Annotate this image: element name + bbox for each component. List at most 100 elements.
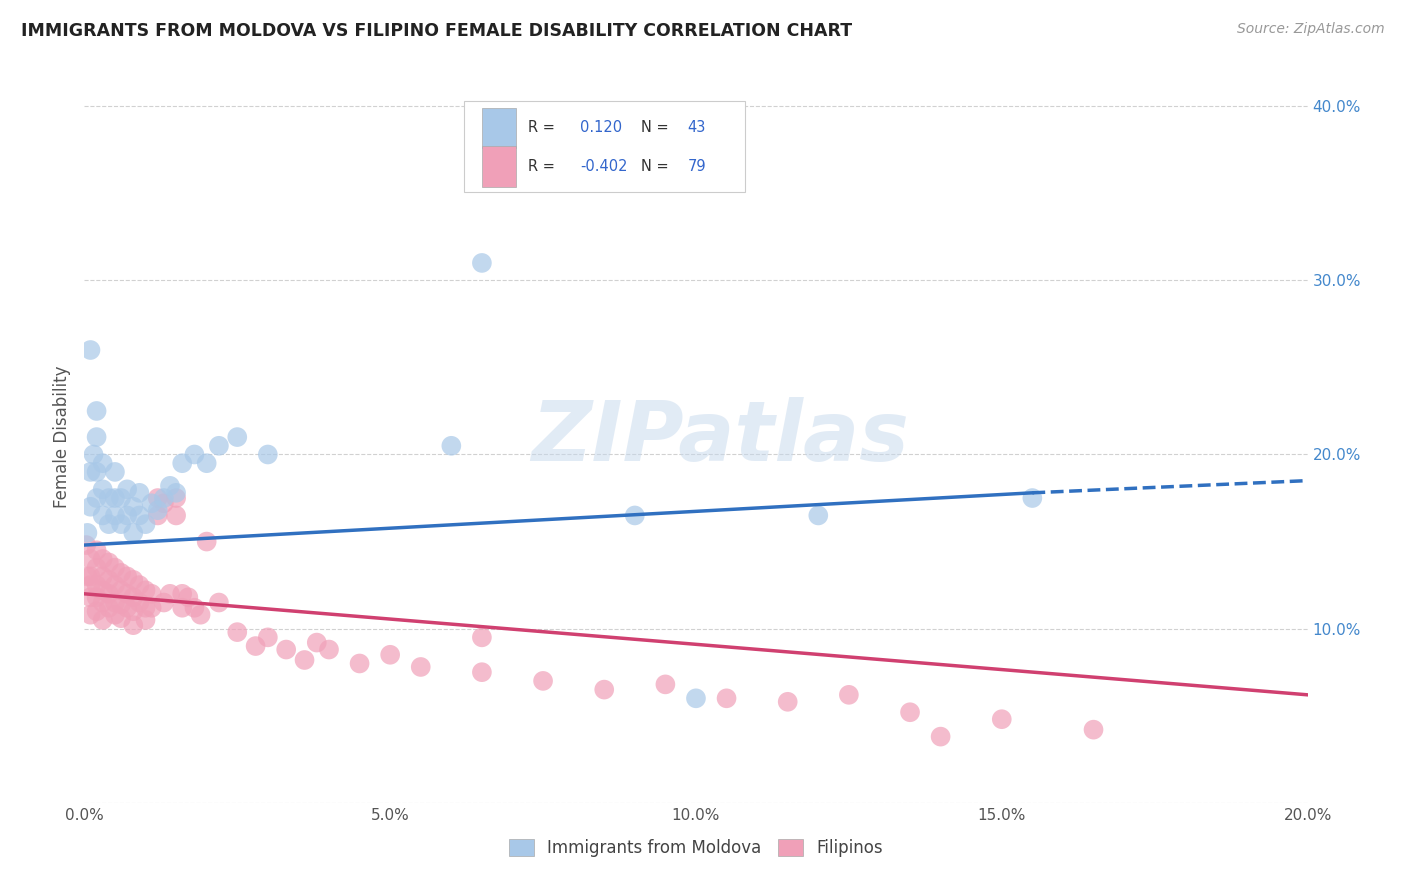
Text: IMMIGRANTS FROM MOLDOVA VS FILIPINO FEMALE DISABILITY CORRELATION CHART: IMMIGRANTS FROM MOLDOVA VS FILIPINO FEMA… bbox=[21, 22, 852, 40]
Point bbox=[991, 712, 1014, 726]
Point bbox=[97, 573, 120, 587]
Point bbox=[79, 343, 101, 357]
Point bbox=[97, 600, 120, 615]
Point bbox=[190, 607, 212, 622]
Point bbox=[440, 439, 463, 453]
Point bbox=[776, 695, 799, 709]
Point bbox=[79, 578, 101, 592]
Point bbox=[104, 560, 127, 574]
FancyBboxPatch shape bbox=[482, 108, 516, 148]
Point bbox=[79, 552, 101, 566]
Point bbox=[245, 639, 267, 653]
Point bbox=[79, 465, 101, 479]
Point bbox=[128, 508, 150, 523]
Point bbox=[91, 569, 114, 583]
Point bbox=[104, 595, 127, 609]
Point bbox=[91, 583, 114, 598]
Point bbox=[141, 600, 163, 615]
Point bbox=[86, 604, 108, 618]
Point bbox=[195, 534, 218, 549]
Point bbox=[110, 566, 132, 580]
Point bbox=[318, 642, 340, 657]
Point bbox=[115, 508, 138, 523]
Point bbox=[128, 485, 150, 500]
Point bbox=[898, 705, 921, 719]
Point bbox=[226, 430, 249, 444]
Point bbox=[76, 569, 98, 583]
Point bbox=[146, 508, 169, 523]
Point bbox=[104, 491, 127, 505]
Point bbox=[97, 491, 120, 505]
Point bbox=[172, 456, 194, 470]
Point bbox=[929, 730, 952, 744]
Point bbox=[122, 500, 145, 514]
Point bbox=[177, 591, 200, 605]
Point bbox=[159, 479, 181, 493]
Point bbox=[91, 456, 114, 470]
Point bbox=[349, 657, 371, 671]
Point bbox=[122, 573, 145, 587]
Text: R =: R = bbox=[529, 159, 555, 174]
Point bbox=[91, 595, 114, 609]
Text: 0.120: 0.120 bbox=[579, 120, 621, 136]
Point bbox=[122, 618, 145, 632]
Point bbox=[110, 491, 132, 505]
Point bbox=[86, 491, 108, 505]
Point bbox=[146, 491, 169, 505]
Point bbox=[115, 587, 138, 601]
Point bbox=[135, 517, 157, 532]
Point bbox=[110, 517, 132, 532]
Point bbox=[153, 496, 176, 510]
Point bbox=[305, 635, 328, 649]
Point bbox=[807, 508, 830, 523]
Text: 43: 43 bbox=[688, 120, 706, 136]
Legend: Immigrants from Moldova, Filipinos: Immigrants from Moldova, Filipinos bbox=[502, 832, 890, 864]
Point bbox=[86, 465, 108, 479]
Point bbox=[654, 677, 676, 691]
Point bbox=[86, 591, 108, 605]
Point bbox=[122, 591, 145, 605]
Point bbox=[257, 631, 280, 645]
Point bbox=[195, 456, 218, 470]
Point bbox=[86, 404, 108, 418]
Point bbox=[165, 491, 187, 505]
Point bbox=[153, 491, 176, 505]
Point bbox=[471, 665, 494, 680]
Text: N =: N = bbox=[641, 120, 668, 136]
Point bbox=[97, 587, 120, 601]
Point bbox=[159, 587, 181, 601]
Point bbox=[135, 600, 157, 615]
Point bbox=[183, 600, 205, 615]
Point bbox=[471, 631, 494, 645]
Point bbox=[141, 587, 163, 601]
FancyBboxPatch shape bbox=[482, 146, 516, 186]
Point bbox=[110, 583, 132, 598]
Point bbox=[97, 556, 120, 570]
Point bbox=[257, 448, 280, 462]
Point bbox=[79, 607, 101, 622]
Point bbox=[716, 691, 738, 706]
Point bbox=[104, 465, 127, 479]
Y-axis label: Female Disability: Female Disability bbox=[53, 366, 72, 508]
Point bbox=[104, 508, 127, 523]
Text: R =: R = bbox=[529, 120, 555, 136]
Point bbox=[531, 673, 554, 688]
Point bbox=[141, 496, 163, 510]
Point bbox=[128, 578, 150, 592]
Point bbox=[91, 483, 114, 497]
Point bbox=[409, 660, 432, 674]
Point bbox=[1021, 491, 1043, 505]
Point bbox=[97, 517, 120, 532]
Point bbox=[86, 560, 108, 574]
Point bbox=[122, 604, 145, 618]
Point bbox=[79, 500, 101, 514]
Point bbox=[83, 448, 105, 462]
Point bbox=[91, 552, 114, 566]
Point bbox=[110, 611, 132, 625]
Point bbox=[624, 508, 647, 523]
Point bbox=[165, 485, 187, 500]
Point bbox=[146, 503, 169, 517]
Point bbox=[115, 569, 138, 583]
Point bbox=[153, 595, 176, 609]
Text: 79: 79 bbox=[688, 159, 706, 174]
